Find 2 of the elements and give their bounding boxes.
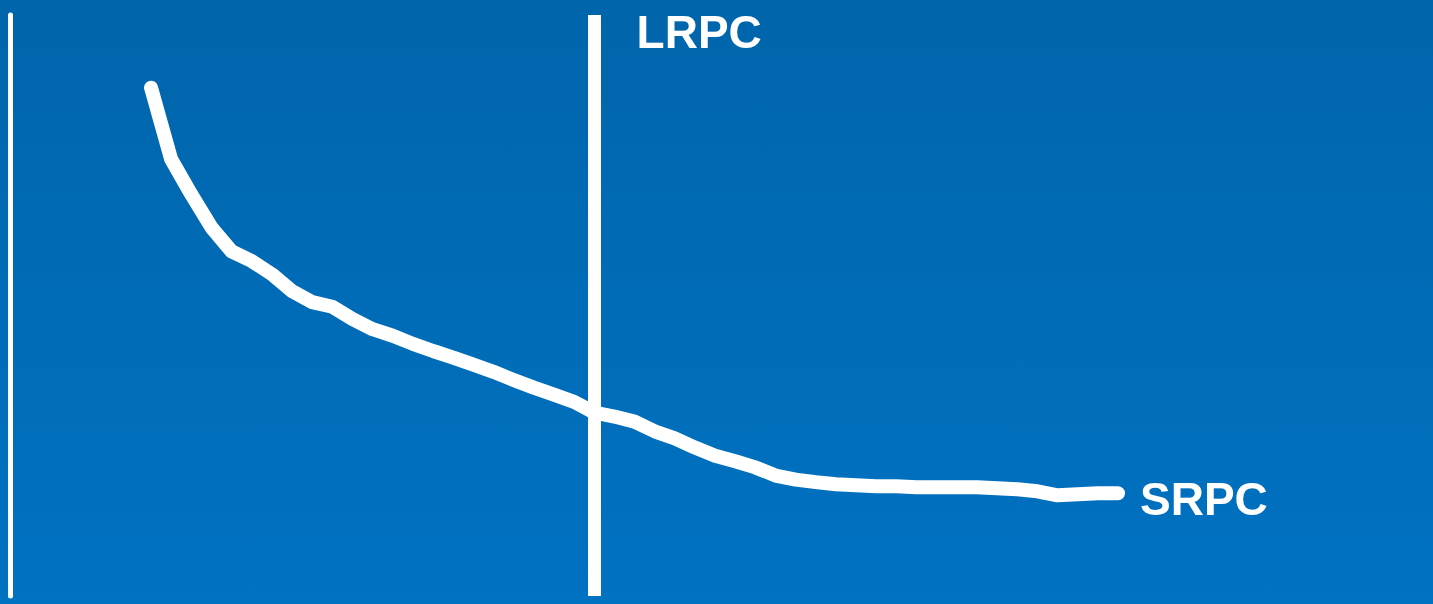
text: LRPC xyxy=(636,6,762,58)
series-label: SRPC xyxy=(1140,473,1268,526)
